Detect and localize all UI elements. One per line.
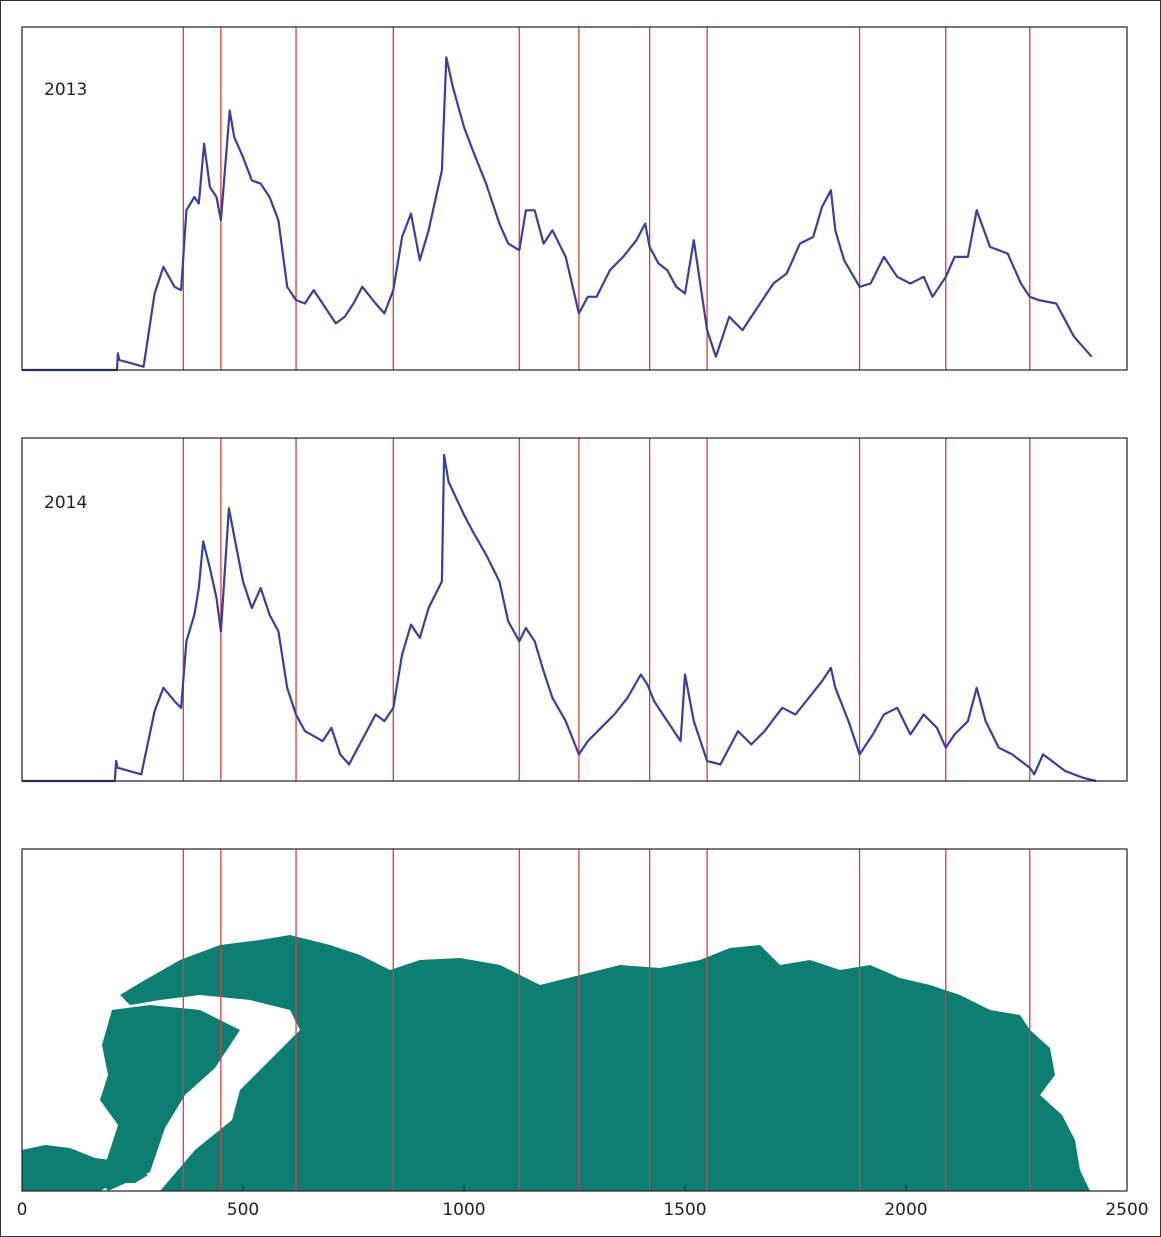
panel-frame-map (21, 848, 1128, 1192)
x-tick-label-1000: 1000 (442, 1200, 485, 1220)
panel-map (21, 848, 1128, 1192)
markers-2013 (182, 27, 1031, 370)
panel-frame-2014 (21, 437, 1128, 782)
x-axis: 0 500 1000 1500 2000 2500 (17, 1185, 1149, 1220)
x-tick-label-1500: 1500 (663, 1200, 706, 1220)
series-line-2014 (22, 453, 1097, 783)
land-mass (100, 935, 1090, 1191)
panel-label-2014: 2014 (44, 493, 87, 513)
markers-map (182, 849, 1031, 1191)
x-tick-label-2500: 2500 (1105, 1200, 1148, 1220)
x-tick-label-0: 0 (17, 1200, 28, 1220)
x-tick-label-500: 500 (227, 1200, 259, 1220)
series-line-2013 (22, 56, 1093, 372)
markers-2014 (182, 438, 1031, 781)
panel-2014: 2014 (21, 437, 1128, 783)
panel-label-2013: 2013 (44, 80, 87, 100)
x-tick-label-2000: 2000 (884, 1200, 927, 1220)
panel-2013: 2013 (21, 26, 1128, 372)
land-island (22, 1145, 148, 1191)
panel-frame-2013 (21, 26, 1128, 371)
